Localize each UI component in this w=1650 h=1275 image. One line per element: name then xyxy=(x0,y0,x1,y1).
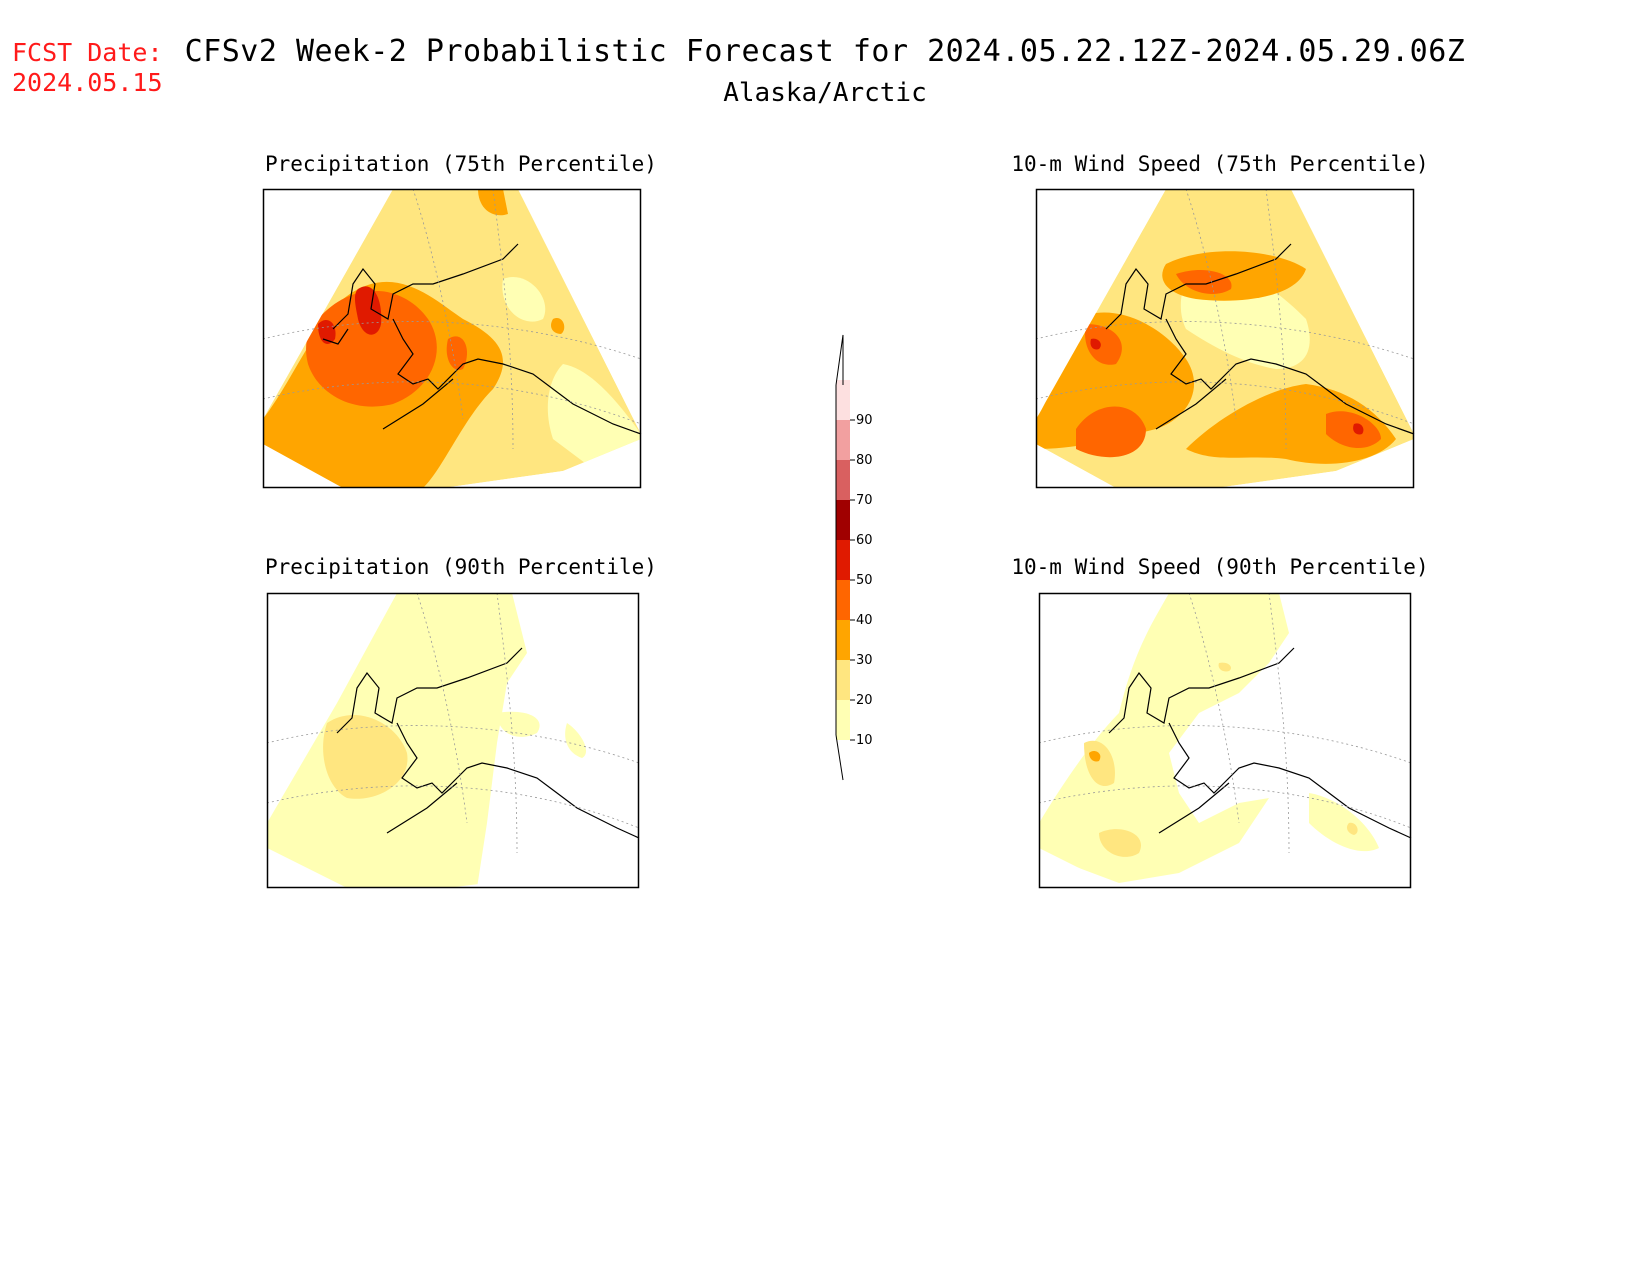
panel-title-precip75: Precipitation (75th Percentile) xyxy=(265,152,657,176)
colorbar-swatch xyxy=(836,540,850,580)
colorbar-swatch xyxy=(836,460,850,500)
map-precip75 xyxy=(262,188,642,489)
map-wind75 xyxy=(1035,188,1415,489)
region-subtitle: Alaska/Arctic xyxy=(723,78,927,108)
colorbar-cap-bottom xyxy=(835,734,844,781)
colorbar-swatch xyxy=(836,420,850,460)
colorbar-tick-label: 70 xyxy=(856,493,873,508)
forecast-date-value: 2024.05.15 xyxy=(12,68,163,97)
colorbar-swatch xyxy=(836,380,850,420)
panel-title-wind90: 10-m Wind Speed (90th Percentile) xyxy=(1011,555,1429,579)
page-title: CFSv2 Week-2 Probabilistic Forecast for … xyxy=(184,34,1466,69)
forecast-date: FCST Date: 2024.05.15 xyxy=(12,38,163,98)
colorbar-tick-label: 20 xyxy=(856,693,873,708)
colorbar-swatch xyxy=(836,580,850,620)
colorbar-tick-label: 60 xyxy=(856,533,873,548)
map-wind90 xyxy=(1038,592,1412,889)
colorbar-swatch xyxy=(836,620,850,660)
forecast-date-label: FCST Date: xyxy=(12,38,163,67)
colorbar-tick-label: 40 xyxy=(856,613,873,628)
colorbar-tick-label: 80 xyxy=(856,453,873,468)
colorbar-tick-label: 50 xyxy=(856,573,873,588)
panel-title-wind75: 10-m Wind Speed (75th Percentile) xyxy=(1011,152,1429,176)
map-precip90 xyxy=(266,592,640,889)
colorbar-swatch xyxy=(836,700,850,740)
colorbar-tick-label: 90 xyxy=(856,413,873,428)
colorbar-cap-top xyxy=(835,334,844,386)
colorbar-tick-label: 10 xyxy=(856,733,873,748)
colorbar: 10 20 30 40 50 60 70 80 90 xyxy=(835,334,873,781)
colorbar-swatch xyxy=(836,660,850,700)
colorbar-tick-label: 30 xyxy=(856,653,873,668)
panel-title-precip90: Precipitation (90th Percentile) xyxy=(265,555,657,579)
colorbar-swatch xyxy=(836,500,850,540)
